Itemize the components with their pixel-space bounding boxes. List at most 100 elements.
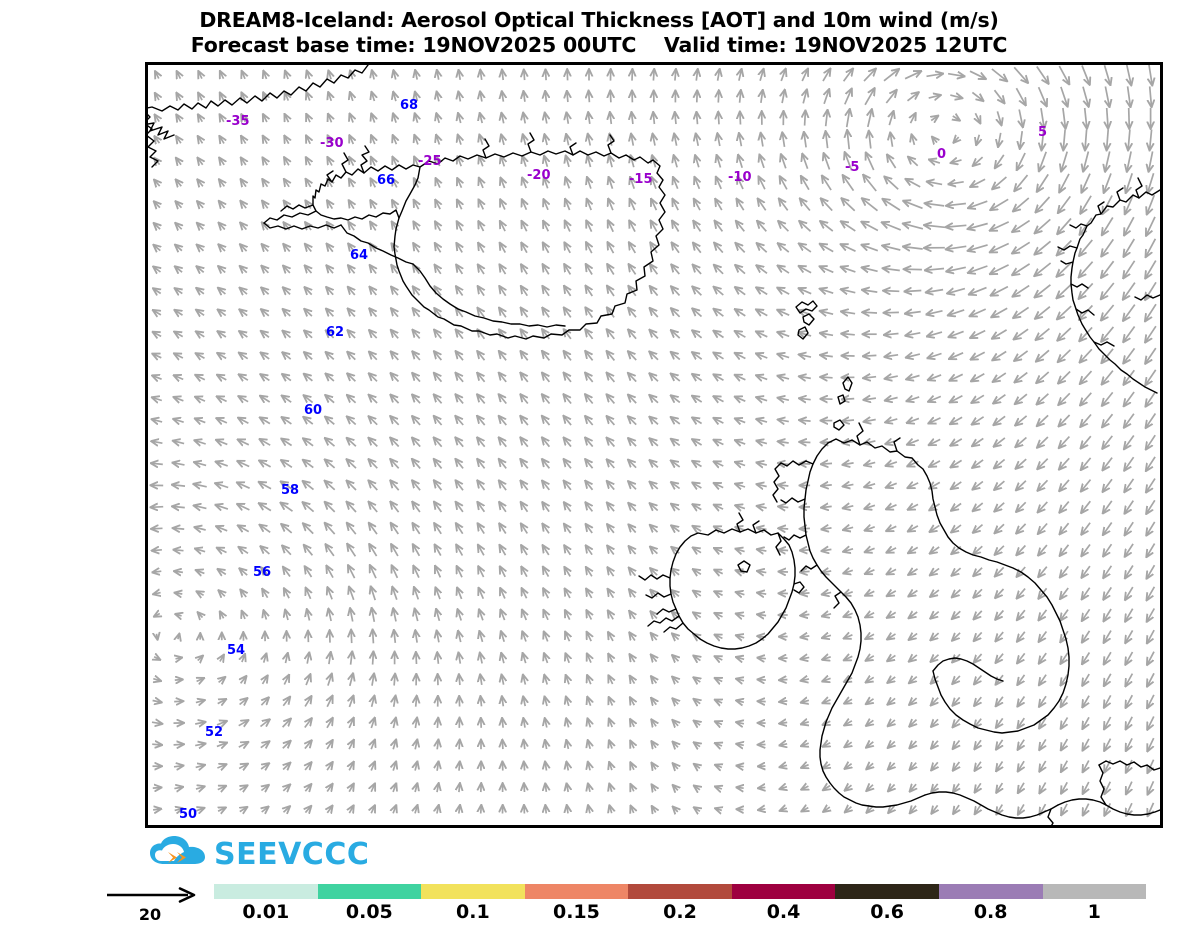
wind-arrow xyxy=(174,354,184,358)
wind-arrow xyxy=(1145,325,1157,342)
wind-arrow xyxy=(906,92,919,102)
wind-arrow xyxy=(884,291,900,292)
wind-arrow xyxy=(481,805,482,814)
wind-arrow xyxy=(521,395,529,405)
wind-arrow xyxy=(824,89,829,105)
wind-arrow xyxy=(152,419,163,422)
wind-arrow xyxy=(820,333,834,335)
wind-arrow xyxy=(1128,129,1130,150)
wind-arrow xyxy=(905,291,922,292)
wind-arrow xyxy=(714,309,724,317)
wind-arrow xyxy=(756,288,768,296)
wind-arrow xyxy=(521,308,528,318)
wind-arrow xyxy=(997,111,1001,125)
wind-arrow xyxy=(173,744,184,745)
wind-arrow xyxy=(800,221,812,232)
wind-arrow xyxy=(567,91,568,103)
wind-arrow xyxy=(912,135,915,146)
wind-arrow xyxy=(759,177,765,190)
wind-arrow xyxy=(588,156,591,168)
wind-arrow xyxy=(976,134,979,145)
wind-arrow xyxy=(174,397,184,401)
latitude-label-66: 66 xyxy=(377,173,396,188)
wind-arrow xyxy=(546,70,547,81)
cloud-icon xyxy=(150,836,205,864)
wind-arrow xyxy=(412,373,421,383)
wind-arrow xyxy=(434,438,443,448)
wind-arrow xyxy=(478,351,486,361)
wind-arrow xyxy=(172,506,185,507)
wind-arrow xyxy=(1015,415,1028,425)
wind-arrow xyxy=(565,221,570,232)
wind-arrow xyxy=(220,136,224,143)
wind-arrow xyxy=(821,463,833,464)
wind-arrow xyxy=(925,203,945,206)
wind-arrow xyxy=(499,351,507,361)
wind-arrow xyxy=(805,111,806,126)
wind-arrow xyxy=(799,333,812,336)
wind-arrow xyxy=(1127,151,1131,171)
wind-arrow xyxy=(499,308,506,318)
wind-arrow xyxy=(907,418,920,422)
wind-arrow xyxy=(1149,65,1152,85)
wind-arrow xyxy=(756,310,768,316)
wind-arrow xyxy=(906,179,921,188)
longitude-label-0: 0 xyxy=(937,147,947,162)
wind-arrow xyxy=(1012,219,1031,232)
wind-arrow xyxy=(456,416,464,426)
wind-arrow xyxy=(995,154,1005,168)
wind-arrow xyxy=(347,374,356,382)
wind-arrow xyxy=(350,136,354,145)
wind-arrow xyxy=(238,461,250,466)
wind-arrow xyxy=(477,438,486,448)
wind-arrow xyxy=(847,130,849,150)
wind-arrow xyxy=(1016,436,1027,447)
wind-arrow xyxy=(585,395,594,405)
wind-arrow xyxy=(564,416,572,426)
wind-arrow xyxy=(801,593,810,594)
wind-arrow xyxy=(325,460,336,469)
wind-arrow xyxy=(1126,173,1134,192)
wind-arrow xyxy=(1145,303,1157,321)
wind-arrow xyxy=(394,71,396,80)
wind-arrow xyxy=(885,90,896,104)
wind-arrow xyxy=(543,286,549,297)
wind-arrow xyxy=(905,312,921,314)
wind-arrow xyxy=(564,351,572,361)
seevccc-logo[interactable]: SEEVCCC xyxy=(148,834,369,874)
latitude-label-60: 60 xyxy=(304,403,323,418)
wind-arrow xyxy=(820,244,834,253)
wind-arrow xyxy=(1057,283,1073,298)
wind-arrow xyxy=(459,762,460,771)
latitude-label-58: 58 xyxy=(281,483,300,498)
wind-arrow xyxy=(348,352,356,361)
wind-arrow xyxy=(714,265,724,275)
wind-arrow xyxy=(885,355,899,357)
wind-arrow xyxy=(1013,284,1030,297)
wind-arrow xyxy=(778,441,789,443)
wind-arrow xyxy=(391,352,399,361)
wind-arrow xyxy=(437,653,438,664)
wind-arrow xyxy=(1035,218,1051,233)
wind-arrow xyxy=(173,766,183,767)
wind-arrow xyxy=(412,459,421,469)
wind-arrow xyxy=(304,352,313,359)
wind-arrow xyxy=(347,395,357,404)
colorbar-segment-0 xyxy=(214,884,318,899)
wind-arrow xyxy=(238,440,250,445)
wind-arrow xyxy=(393,92,396,102)
wind-arrow xyxy=(842,334,855,335)
wind-arrow xyxy=(756,375,768,379)
wind-arrow xyxy=(261,353,270,359)
wind-arrow xyxy=(737,199,745,211)
wind-arrow xyxy=(672,221,678,232)
aot-colorbar[interactable] xyxy=(214,884,1147,899)
wind-arrow xyxy=(969,70,986,79)
wind-arrow xyxy=(609,156,612,168)
wind-arrow xyxy=(524,91,525,102)
map-panel[interactable]: 68 66 64 62 60 58 56 54 52 50 -35 -30 -25 -20 -15 -10-… xyxy=(145,62,1163,828)
wind-arrow xyxy=(757,419,768,422)
wind-arrow xyxy=(671,352,681,361)
wind-arrow xyxy=(154,245,161,251)
wind-arrow xyxy=(609,177,613,189)
